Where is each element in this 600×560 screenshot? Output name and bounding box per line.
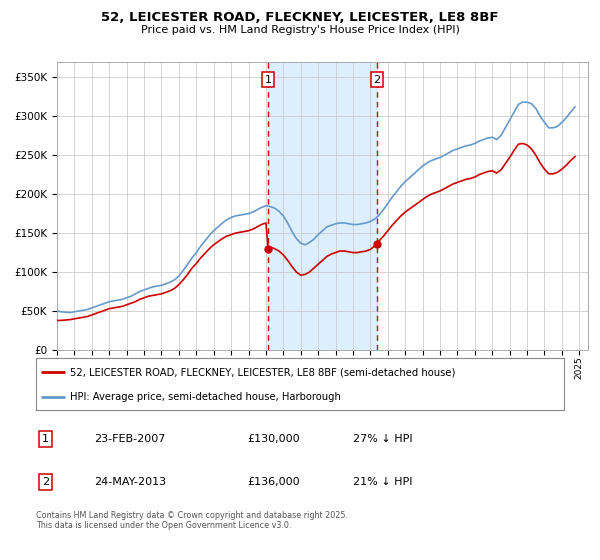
Text: Contains HM Land Registry data © Crown copyright and database right 2025.
This d: Contains HM Land Registry data © Crown c… [36, 511, 348, 530]
Text: £136,000: £136,000 [247, 477, 300, 487]
Text: £130,000: £130,000 [247, 434, 300, 444]
Text: Price paid vs. HM Land Registry's House Price Index (HPI): Price paid vs. HM Land Registry's House … [140, 25, 460, 35]
Text: 2: 2 [42, 477, 49, 487]
Text: 23-FEB-2007: 23-FEB-2007 [94, 434, 166, 444]
Text: 27% ↓ HPI: 27% ↓ HPI [353, 434, 412, 444]
Text: HPI: Average price, semi-detached house, Harborough: HPI: Average price, semi-detached house,… [70, 392, 341, 402]
Text: 52, LEICESTER ROAD, FLECKNEY, LEICESTER, LE8 8BF (semi-detached house): 52, LEICESTER ROAD, FLECKNEY, LEICESTER,… [70, 367, 455, 377]
Text: 24-MAY-2013: 24-MAY-2013 [94, 477, 166, 487]
Text: 2: 2 [373, 74, 380, 85]
Text: 52, LEICESTER ROAD, FLECKNEY, LEICESTER, LE8 8BF: 52, LEICESTER ROAD, FLECKNEY, LEICESTER,… [101, 11, 499, 24]
Text: 1: 1 [265, 74, 272, 85]
Text: 21% ↓ HPI: 21% ↓ HPI [353, 477, 412, 487]
Bar [268, 62, 377, 350]
Text: 1: 1 [42, 434, 49, 444]
